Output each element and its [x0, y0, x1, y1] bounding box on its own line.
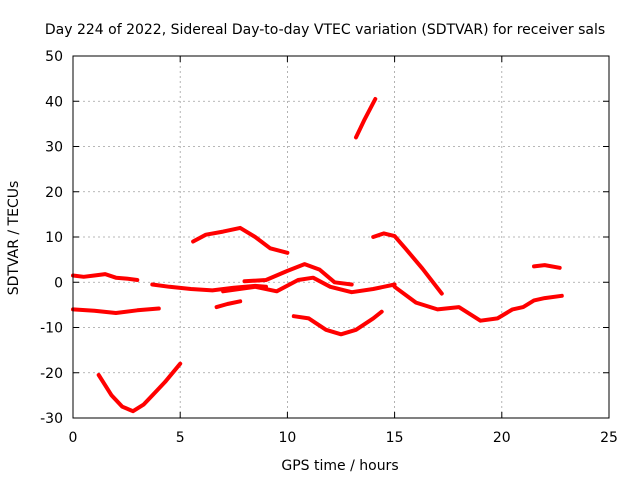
series-line-arc-7 — [242, 262, 354, 287]
series-line-arc-1 — [71, 272, 140, 282]
y-tick-label: 50 — [45, 49, 63, 65]
series-line-arc-11 — [371, 231, 444, 296]
series-line-arc-9 — [291, 309, 384, 337]
y-tick-label: 20 — [45, 185, 63, 201]
series-line-arc-10 — [354, 97, 378, 140]
series-line-arc-3 — [96, 361, 183, 414]
x-axis-label: GPS time / hours — [281, 458, 398, 474]
data-series — [71, 97, 564, 414]
x-tick-label: 25 — [600, 430, 618, 446]
series-line-arc-5 — [191, 225, 290, 255]
series-line-arc-13 — [532, 263, 562, 270]
x-tick-label: 15 — [386, 430, 404, 446]
x-axis-ticks: 0 5 10 15 20 25 — [69, 56, 618, 446]
y-tick-label: -20 — [40, 366, 63, 382]
y-tick-label: 0 — [54, 275, 63, 291]
y-tick-label: -30 — [40, 411, 63, 427]
y-tick-label: 40 — [45, 94, 63, 110]
y-axis-label: SDTVAR / TECUs — [6, 181, 22, 296]
y-axis-ticks: -30 -20 -10 0 10 20 30 40 50 — [40, 49, 609, 427]
x-tick-label: 0 — [69, 430, 78, 446]
series-line-arc-6 — [214, 299, 243, 310]
y-tick-label: -10 — [40, 321, 63, 337]
series-line-arc-8 — [221, 275, 397, 295]
chart-title: Day 224 of 2022, Sidereal Day-to-day VTE… — [45, 22, 605, 38]
x-tick-label: 5 — [176, 430, 185, 446]
grid-lines — [73, 56, 609, 418]
y-tick-label: 10 — [45, 230, 63, 246]
x-tick-label: 10 — [278, 430, 296, 446]
x-tick-label: 20 — [493, 430, 511, 446]
series-line-arc-2 — [71, 306, 161, 315]
y-tick-label: 30 — [45, 140, 63, 156]
series-line-arc-12 — [392, 284, 564, 323]
